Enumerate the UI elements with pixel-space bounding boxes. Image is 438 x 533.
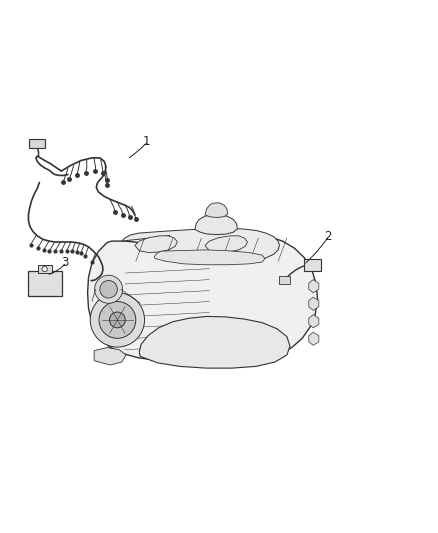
Circle shape [100,280,117,298]
Circle shape [110,312,125,328]
Polygon shape [135,236,177,253]
Polygon shape [88,233,318,363]
Text: 2: 2 [324,230,332,243]
Polygon shape [309,332,319,345]
Circle shape [99,302,136,338]
Circle shape [90,293,145,347]
FancyBboxPatch shape [38,265,52,273]
Polygon shape [309,280,319,293]
Polygon shape [205,236,247,253]
FancyBboxPatch shape [304,259,321,271]
Polygon shape [205,203,228,217]
Polygon shape [195,215,237,235]
FancyBboxPatch shape [279,276,290,284]
Circle shape [95,275,123,303]
Polygon shape [139,317,290,368]
FancyBboxPatch shape [29,139,45,148]
Circle shape [42,266,47,272]
Polygon shape [94,348,126,365]
Polygon shape [309,297,319,310]
Polygon shape [154,250,265,265]
Polygon shape [122,229,279,264]
Text: 3: 3 [61,256,68,270]
Text: 1: 1 [143,135,151,148]
Polygon shape [309,314,319,328]
FancyBboxPatch shape [28,271,62,296]
